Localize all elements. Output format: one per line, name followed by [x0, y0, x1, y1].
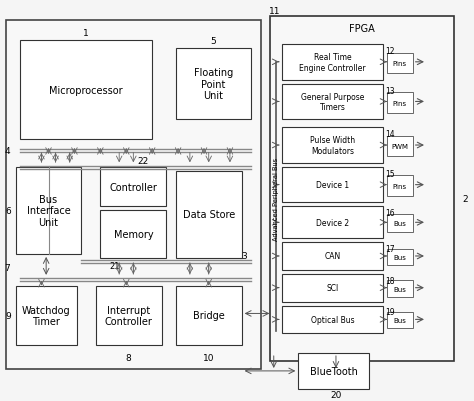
Text: SCI: SCI: [326, 284, 338, 292]
Text: Bus: Bus: [393, 286, 406, 292]
Text: Pins: Pins: [393, 61, 407, 67]
FancyBboxPatch shape: [387, 281, 413, 297]
Text: 5: 5: [210, 36, 216, 45]
Text: 9: 9: [6, 311, 11, 320]
Text: BlueTooth: BlueTooth: [310, 366, 357, 376]
Text: 13: 13: [385, 86, 395, 95]
FancyBboxPatch shape: [387, 249, 413, 265]
FancyBboxPatch shape: [282, 128, 383, 164]
Text: 4: 4: [5, 146, 10, 155]
FancyBboxPatch shape: [96, 286, 162, 345]
Text: 14: 14: [385, 130, 395, 139]
Text: Pins: Pins: [393, 183, 407, 189]
FancyBboxPatch shape: [6, 21, 261, 369]
Text: Bus
Interface
Unit: Bus Interface Unit: [27, 194, 70, 227]
Text: FPGA: FPGA: [349, 24, 375, 34]
Text: Advanced Peripheral Bus: Advanced Peripheral Bus: [273, 158, 279, 241]
Text: Bus: Bus: [393, 318, 406, 324]
Text: 17: 17: [385, 245, 395, 253]
FancyBboxPatch shape: [176, 286, 242, 345]
Text: 1: 1: [83, 28, 89, 38]
FancyBboxPatch shape: [387, 176, 413, 196]
FancyBboxPatch shape: [387, 93, 413, 113]
Text: 18: 18: [385, 276, 395, 285]
Text: Controller: Controller: [109, 182, 157, 192]
Text: 21: 21: [109, 262, 120, 271]
FancyBboxPatch shape: [387, 136, 413, 157]
Text: Device 1: Device 1: [316, 181, 349, 190]
Text: Pins: Pins: [393, 100, 407, 106]
Text: 2: 2: [463, 194, 468, 204]
Text: 22: 22: [137, 157, 148, 166]
Text: 19: 19: [385, 308, 395, 317]
FancyBboxPatch shape: [20, 41, 152, 140]
Text: 11: 11: [269, 7, 281, 16]
Text: Data Store: Data Store: [182, 210, 235, 220]
Text: 10: 10: [203, 352, 214, 362]
Text: CAN: CAN: [324, 252, 340, 261]
FancyBboxPatch shape: [176, 49, 251, 120]
Text: PWM: PWM: [392, 144, 408, 150]
FancyBboxPatch shape: [282, 167, 383, 203]
FancyBboxPatch shape: [100, 211, 166, 258]
Text: 3: 3: [241, 252, 247, 261]
Text: 6: 6: [6, 207, 11, 215]
FancyBboxPatch shape: [282, 84, 383, 120]
FancyBboxPatch shape: [298, 353, 369, 389]
Text: Floating
Point
Unit: Floating Point Unit: [194, 68, 233, 101]
Text: Bridge: Bridge: [193, 311, 225, 321]
FancyBboxPatch shape: [387, 215, 413, 233]
Text: Memory: Memory: [113, 230, 153, 239]
FancyBboxPatch shape: [282, 207, 383, 239]
FancyBboxPatch shape: [387, 312, 413, 328]
FancyBboxPatch shape: [270, 17, 454, 361]
FancyBboxPatch shape: [176, 171, 242, 258]
Text: Optical Bus: Optical Bus: [310, 315, 354, 324]
FancyBboxPatch shape: [282, 306, 383, 333]
FancyBboxPatch shape: [282, 45, 383, 81]
Text: Bus: Bus: [393, 254, 406, 260]
Text: Pulse Width
Modulators: Pulse Width Modulators: [310, 136, 355, 155]
Text: Watchdog
Timer: Watchdog Timer: [22, 305, 71, 326]
Text: Interrupt
Controller: Interrupt Controller: [105, 305, 153, 326]
Text: 8: 8: [126, 352, 131, 362]
FancyBboxPatch shape: [282, 243, 383, 270]
Text: Bus: Bus: [393, 221, 406, 227]
Text: 15: 15: [385, 169, 395, 178]
Text: Device 2: Device 2: [316, 218, 349, 227]
FancyBboxPatch shape: [100, 167, 166, 207]
FancyBboxPatch shape: [16, 167, 82, 254]
FancyBboxPatch shape: [387, 53, 413, 74]
Text: Microprocessor: Microprocessor: [49, 85, 123, 95]
Text: Real Time
Engine Controller: Real Time Engine Controller: [299, 53, 366, 72]
Text: 16: 16: [385, 209, 395, 218]
FancyBboxPatch shape: [16, 286, 77, 345]
Text: General Purpose
Timers: General Purpose Timers: [301, 93, 364, 112]
Text: 7: 7: [5, 264, 10, 273]
Text: 12: 12: [385, 47, 395, 56]
Text: 20: 20: [330, 390, 342, 399]
FancyBboxPatch shape: [282, 274, 383, 302]
